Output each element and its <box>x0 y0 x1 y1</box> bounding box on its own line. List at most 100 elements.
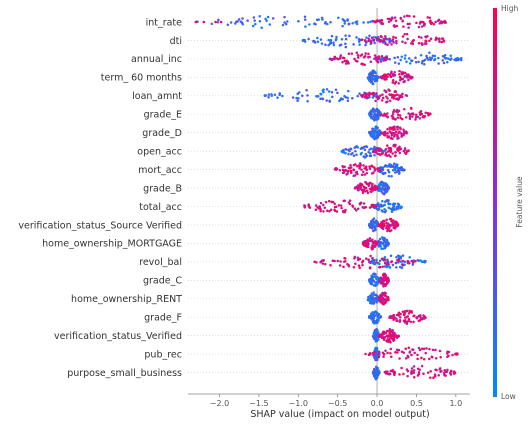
shap-point <box>407 26 410 29</box>
shap-point <box>323 22 327 25</box>
shap-point <box>367 131 371 134</box>
feature-label: loan_amnt <box>132 91 182 102</box>
shap-point <box>372 317 376 320</box>
shap-point <box>434 20 437 24</box>
shap-point <box>338 264 342 267</box>
shap-point <box>382 171 386 175</box>
shap-point <box>380 54 384 58</box>
shap-point <box>364 205 368 209</box>
shap-point <box>411 39 415 42</box>
shap-point <box>377 56 381 60</box>
shap-point <box>438 37 441 40</box>
shap-point <box>421 260 425 263</box>
shap-point <box>364 186 368 190</box>
shap-point <box>375 37 379 40</box>
feature-label: revol_bal <box>139 257 182 268</box>
shap-point <box>384 243 388 247</box>
shap-point <box>343 260 346 263</box>
shap-point <box>391 17 394 20</box>
shap-point <box>374 70 377 74</box>
shap-point <box>392 316 395 320</box>
shap-point <box>375 336 379 340</box>
shap-point <box>210 22 214 26</box>
x-tick-label: 0.5 <box>410 399 423 408</box>
shap-point <box>382 336 386 340</box>
shap-point <box>392 131 396 135</box>
shap-point <box>413 351 416 355</box>
shap-point <box>354 149 357 153</box>
shap-point <box>376 19 379 23</box>
shap-point <box>384 199 388 203</box>
shap-point <box>375 261 378 264</box>
shap-point <box>342 19 346 22</box>
shap-point <box>392 135 396 138</box>
shap-point <box>343 22 347 25</box>
shap-point <box>346 99 350 102</box>
shap-point <box>398 114 402 117</box>
shap-point <box>390 43 393 46</box>
shap-point <box>308 23 311 26</box>
shap-point <box>344 148 348 151</box>
shap-point <box>370 302 374 305</box>
shap-point <box>377 96 381 100</box>
shap-point <box>425 347 428 350</box>
shap-point <box>369 116 373 119</box>
shap-point <box>373 350 376 354</box>
shap-point <box>387 20 391 24</box>
feature-swarm <box>367 217 400 233</box>
x-axis-title: SHAP value (impact on model output) <box>250 409 429 420</box>
shap-point <box>395 24 399 28</box>
shap-point <box>381 152 384 155</box>
feature-label: home_ownership_RENT <box>71 294 182 305</box>
shap-point <box>435 368 438 372</box>
shap-point <box>386 144 389 147</box>
feature-label: home_ownership_MORTGAGE <box>42 239 182 250</box>
shap-point <box>449 371 452 375</box>
shap-point <box>393 221 396 224</box>
shap-point <box>390 219 393 223</box>
shap-point <box>348 34 351 38</box>
shap-point <box>363 148 367 151</box>
shap-point <box>251 24 255 28</box>
shap-point <box>378 223 381 227</box>
shap-point <box>400 366 403 370</box>
shap-point <box>381 200 384 203</box>
shap-point <box>368 114 371 117</box>
shap-point <box>395 266 398 269</box>
shap-point <box>371 182 374 186</box>
shap-point <box>424 39 427 42</box>
shap-point <box>401 263 404 266</box>
shap-point <box>396 127 399 131</box>
shap-point <box>402 372 405 376</box>
shap-point <box>331 95 334 99</box>
shap-point <box>202 20 206 24</box>
shap-point <box>410 353 413 357</box>
shap-point <box>374 20 377 24</box>
shap-point <box>407 312 411 315</box>
shap-point <box>384 147 388 151</box>
shap-point <box>375 258 378 262</box>
shap-point <box>424 111 427 114</box>
shap-point <box>414 60 418 64</box>
shap-point <box>353 257 356 260</box>
feature-swarm <box>353 180 391 196</box>
shap-point <box>402 128 405 132</box>
shap-point <box>380 257 384 260</box>
shap-point <box>368 352 372 356</box>
shap-point <box>374 205 378 208</box>
shap-point <box>373 222 376 225</box>
shap-point <box>407 346 411 350</box>
shap-point <box>344 37 348 41</box>
shap-point <box>331 200 335 204</box>
shap-point <box>347 166 351 170</box>
shap-point <box>433 58 437 61</box>
shap-point <box>386 75 389 79</box>
shap-point <box>387 206 390 210</box>
shap-point <box>418 348 422 352</box>
shap-point <box>435 37 439 40</box>
shap-point <box>306 94 309 97</box>
shap-point <box>395 319 399 323</box>
shap-point <box>408 350 412 353</box>
shap-point <box>407 112 410 115</box>
shap-point <box>381 96 385 100</box>
